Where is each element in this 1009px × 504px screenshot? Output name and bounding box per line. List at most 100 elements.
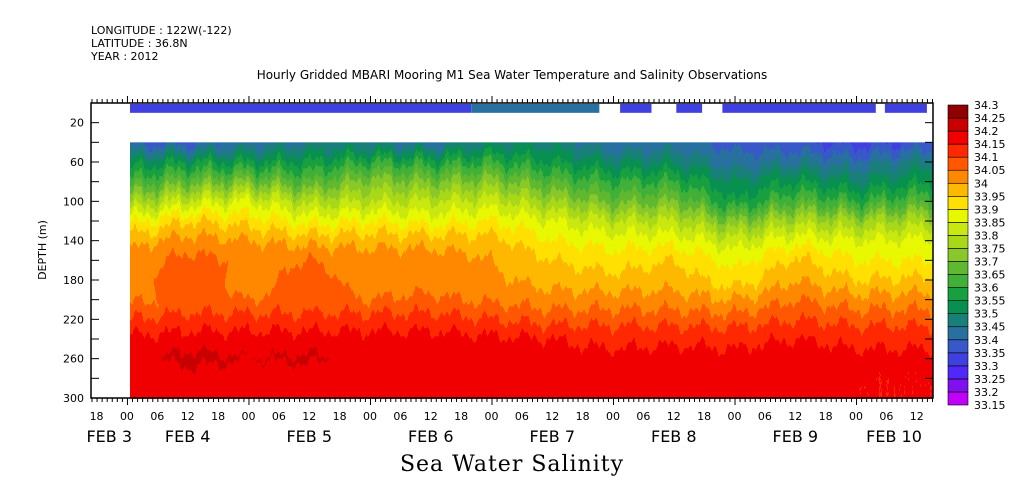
contour-cell — [739, 204, 748, 207]
contour-cell — [164, 170, 175, 173]
contour-cell — [544, 176, 545, 179]
contour-cell — [458, 144, 461, 147]
contour-cell — [166, 142, 171, 145]
contour-cell — [225, 180, 228, 183]
contour-cell — [143, 152, 145, 155]
contour-cell — [711, 200, 733, 203]
contour-cell — [417, 220, 420, 223]
contour-cell — [680, 184, 690, 187]
contour-cell — [317, 188, 323, 191]
contour-cell — [232, 202, 251, 205]
contour-cell — [199, 184, 201, 187]
contour-cell — [339, 222, 360, 225]
contour-cell — [370, 222, 374, 225]
contour-cell — [928, 192, 933, 195]
contour-cell — [598, 196, 611, 199]
contour-cell — [363, 158, 364, 161]
contour-cell — [284, 216, 286, 219]
contour-cell — [590, 184, 598, 187]
contour-cell — [445, 170, 449, 173]
contour-cell — [844, 182, 847, 185]
contour-cell — [409, 220, 412, 223]
contour-cell — [895, 158, 902, 161]
contour-cell — [540, 210, 547, 213]
contour-cell — [188, 210, 202, 213]
contour-cell — [569, 194, 590, 197]
contour-cell — [249, 196, 252, 199]
contour-cell — [567, 220, 580, 223]
contour-cell — [399, 182, 401, 185]
contour-cell — [448, 150, 458, 153]
contour-cell — [467, 152, 470, 155]
contour-cell — [879, 162, 882, 165]
contour-cell — [627, 210, 637, 213]
contour-cell — [349, 200, 352, 203]
contour-cell — [790, 214, 794, 217]
contour-cell — [659, 180, 673, 183]
contour-cell — [852, 198, 853, 201]
contour-cell — [193, 184, 196, 187]
contour-cell — [644, 168, 645, 171]
contour-cell — [197, 182, 198, 185]
contour-cell — [700, 206, 705, 209]
contour-cell — [249, 158, 256, 161]
contour-cell — [801, 152, 812, 155]
contour-cell — [386, 172, 393, 175]
contour-cell — [542, 216, 545, 219]
contour-cell — [908, 198, 916, 201]
contour-cell — [847, 202, 856, 205]
contour-cell — [212, 204, 214, 207]
contour-cell — [145, 144, 165, 147]
contour-cell — [225, 196, 227, 199]
contour-cell — [482, 186, 499, 189]
contour-cell — [309, 220, 318, 223]
contour-cell — [383, 168, 392, 171]
contour-cell — [362, 196, 365, 199]
contour-cell — [531, 142, 557, 145]
contour-cell — [461, 158, 466, 161]
contour-cell — [175, 148, 178, 151]
contour-cell — [516, 192, 520, 195]
contour-cell — [494, 194, 498, 197]
contour-cell — [260, 172, 276, 175]
contour-cell — [261, 158, 263, 161]
contour-cell — [203, 198, 207, 201]
contour-cell — [850, 142, 871, 145]
contour-cell — [478, 156, 479, 159]
contour-cell — [267, 142, 271, 145]
contour-cell — [823, 172, 826, 175]
contour-cell — [822, 180, 826, 183]
contour-cell — [152, 168, 156, 171]
contour-cell — [349, 208, 352, 211]
contour-cell — [163, 160, 165, 163]
contour-cell — [667, 174, 680, 177]
contour-cell — [302, 146, 308, 149]
contour-cell — [156, 160, 159, 163]
contour-cell — [751, 198, 769, 201]
contour-cell — [458, 172, 460, 175]
contour-cell — [643, 166, 646, 169]
contour-cell — [354, 146, 370, 149]
contour-cell — [392, 144, 394, 147]
contour-cell — [530, 184, 543, 187]
contour-cell — [812, 152, 813, 155]
contour-cell — [199, 152, 203, 155]
contour-cell — [189, 184, 191, 187]
contour-cell — [872, 150, 879, 153]
contour-cell — [481, 172, 484, 175]
contour-cell — [309, 176, 310, 179]
contour-cell — [372, 162, 393, 165]
contour-cell — [323, 168, 333, 171]
contour-cell — [734, 144, 736, 147]
contour-cell — [914, 184, 915, 187]
contour-cell — [230, 152, 232, 155]
contour-cell — [471, 150, 475, 153]
contour-cell — [179, 186, 182, 189]
contour-cell — [313, 200, 318, 203]
contour-cell — [431, 158, 437, 161]
contour-cell — [280, 170, 286, 173]
contour-cell — [208, 176, 211, 179]
contour-cell — [325, 184, 326, 187]
contour-cell — [917, 192, 920, 195]
contour-cell — [588, 208, 599, 211]
